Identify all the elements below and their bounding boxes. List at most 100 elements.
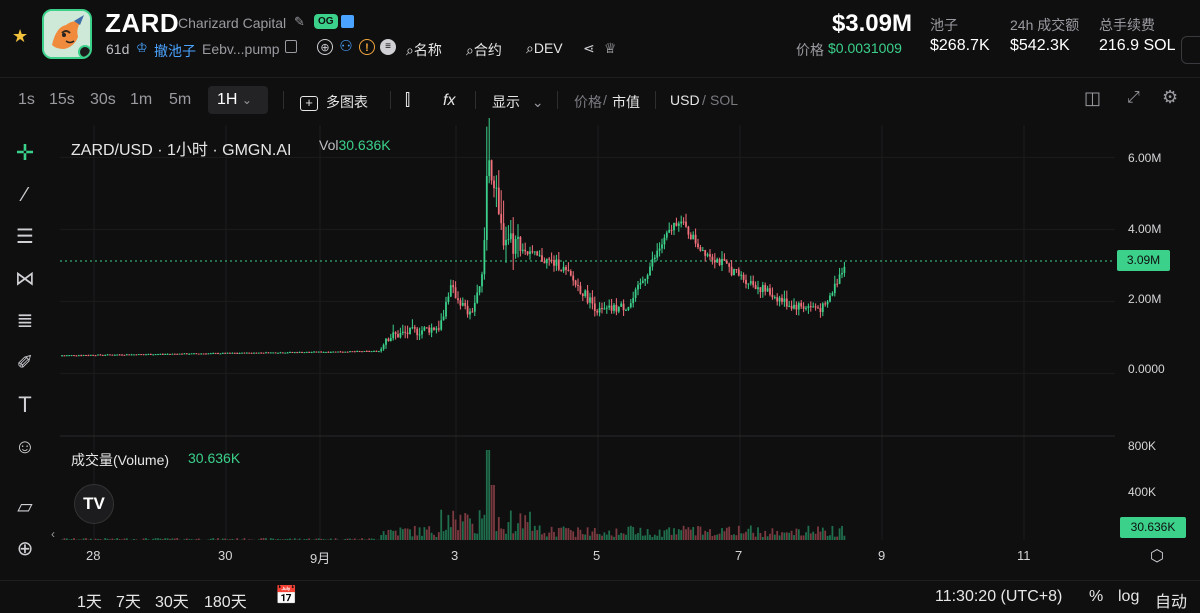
volume-bar: [685, 529, 687, 540]
range-7d[interactable]: 7天: [116, 594, 141, 611]
token-avatar[interactable]: [42, 9, 92, 59]
axis-settings-icon[interactable]: ⬡: [1150, 548, 1164, 565]
candle-body: [380, 349, 383, 352]
text-tool-icon[interactable]: T: [18, 392, 32, 417]
mcap-toggle[interactable]: 市值: [612, 94, 640, 110]
user-icon[interactable]: ⚇: [339, 38, 353, 55]
timeframe-1m[interactable]: 1m: [130, 91, 153, 108]
pattern-icon[interactable]: ⋈: [15, 268, 35, 290]
volume-bar: [231, 538, 234, 540]
indicators-fx-icon[interactable]: fx: [443, 92, 456, 109]
ruler-icon[interactable]: ▱: [17, 496, 33, 518]
display-dropdown[interactable]: 显示 ⌄: [492, 94, 544, 110]
wallet-button[interactable]: [1181, 36, 1200, 64]
clock-time[interactable]: 11:30:20 (UTC+8): [935, 588, 1063, 605]
candle-body: [142, 354, 145, 356]
tradingview-logo[interactable]: TV: [74, 484, 114, 524]
search-dev-link[interactable]: ⌕DEV: [526, 40, 563, 56]
candle-type-icon[interactable]: ⫿: [405, 92, 411, 109]
range-1d[interactable]: 1天: [77, 594, 102, 611]
gear-icon[interactable]: ⚙: [1162, 87, 1179, 107]
timeframe-5m[interactable]: 5m: [169, 91, 192, 108]
avatar-badge-icon: [78, 45, 90, 57]
volume-bar: [617, 534, 620, 540]
candle-body: [339, 351, 342, 353]
sol-toggle[interactable]: SOL: [710, 92, 739, 108]
volume-bar: [380, 535, 383, 540]
candle-body: [620, 303, 623, 307]
trend-line-icon[interactable]: ⁄: [23, 184, 27, 206]
candle-body: [418, 334, 421, 336]
timeframe-active[interactable]: 1H ⌄: [208, 86, 268, 114]
search-name-link[interactable]: ⌕名称: [406, 42, 442, 58]
crosshair-icon[interactable]: ✛: [15, 140, 35, 165]
candle-body: [790, 305, 793, 309]
camera-icon[interactable]: ◫: [1084, 88, 1102, 108]
x-tick-label: 11: [1017, 548, 1031, 563]
candle-body: [140, 354, 143, 356]
candle-body: [764, 285, 767, 292]
candle-body: [75, 355, 78, 357]
volume-bar: [493, 485, 495, 540]
candle-body: [296, 352, 299, 354]
candle-body: [788, 305, 791, 307]
search-contract-link[interactable]: ⌕合约: [466, 42, 502, 58]
price-chart[interactable]: [0, 118, 1200, 580]
volume-bar: [363, 539, 366, 540]
horizontal-lines-icon[interactable]: ☰: [16, 226, 34, 248]
volume-bar: [164, 538, 167, 540]
usd-toggle[interactable]: USD: [670, 92, 700, 108]
chevron-left-icon[interactable]: ‹: [51, 527, 55, 541]
x-tick-label: 7: [735, 548, 743, 563]
price-toggle[interactable]: 价格: [574, 94, 602, 110]
candle-body: [195, 353, 198, 355]
log-toggle[interactable]: log: [1118, 588, 1140, 605]
volume-bar: [173, 538, 176, 540]
candle-body: [680, 221, 683, 224]
timeframe-1s[interactable]: 1s: [18, 91, 35, 108]
contract-address[interactable]: Eebv...pump: [202, 41, 280, 57]
candle-body: [411, 327, 414, 329]
share-icon[interactable]: ⋖: [583, 40, 595, 56]
candle-body: [809, 306, 812, 308]
multi-chart-button[interactable]: + 多图表: [300, 92, 368, 112]
timeframe-15s[interactable]: 15s: [49, 91, 75, 108]
candle-body: [737, 269, 740, 276]
auto-toggle[interactable]: 自动: [1155, 594, 1188, 611]
candle-body: [116, 354, 119, 356]
volume-bar: [536, 530, 539, 540]
zoom-in-icon[interactable]: ⊕: [16, 538, 34, 560]
favorite-star-icon[interactable]: ★: [12, 26, 29, 46]
volume-bar: [389, 529, 392, 540]
fib-levels-icon[interactable]: ≣: [16, 310, 34, 332]
candle-body: [169, 353, 171, 355]
volume-bar: [819, 531, 822, 540]
brush-icon[interactable]: ✐: [16, 352, 34, 374]
timeframe-30s[interactable]: 30s: [90, 91, 116, 108]
range-30d[interactable]: 30天: [155, 594, 189, 611]
crown-outline-icon[interactable]: ♕: [604, 40, 617, 56]
range-180d[interactable]: 180天: [204, 594, 247, 611]
candle-body: [569, 270, 572, 276]
globe-icon[interactable]: ⊕: [317, 39, 333, 55]
candle-body: [514, 238, 517, 254]
menu-icon[interactable]: ≡: [380, 39, 396, 55]
fullscreen-icon[interactable]: ⤢: [1127, 89, 1140, 106]
total-fee-label: 总手续费: [1099, 17, 1155, 33]
volume-bar: [399, 527, 402, 540]
candle-body: [793, 304, 795, 309]
candle-body: [692, 234, 695, 240]
warning-icon[interactable]: !: [359, 39, 375, 55]
volume-bar: [89, 538, 92, 540]
emoji-icon[interactable]: ☺: [14, 436, 36, 458]
edit-pencil-icon[interactable]: ✎: [294, 14, 305, 29]
calendar-icon[interactable]: 📅: [275, 585, 298, 605]
copy-icon[interactable]: [285, 40, 297, 53]
volume-bar: [785, 532, 788, 540]
percent-toggle[interactable]: %: [1089, 588, 1104, 605]
candle-body: [245, 352, 248, 354]
pool-action-link[interactable]: 撤池子: [154, 43, 196, 59]
candle-body: [488, 160, 491, 177]
volume-bar: [553, 531, 555, 540]
candle-body: [524, 249, 527, 252]
